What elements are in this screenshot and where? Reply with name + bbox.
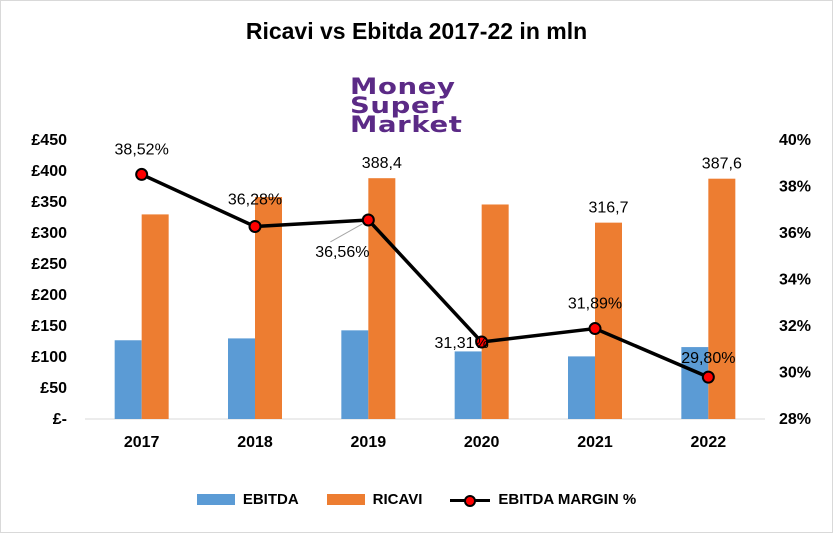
margin-marker: [135, 167, 149, 181]
margin-marker: [588, 322, 602, 336]
x-tick-label: 2021: [577, 434, 613, 451]
logo-line-3: Market: [350, 113, 463, 138]
data-label-margin: 31,31%: [435, 335, 489, 352]
y-left-tick-label: £200: [31, 287, 67, 304]
y-left-tick-label: £100: [31, 349, 67, 366]
legend-swatch-ricavi: [326, 494, 365, 505]
y-left-tick-label: £150: [31, 318, 67, 335]
y-left-tick-label: £-: [53, 411, 67, 428]
y-left-tick-label: £250: [31, 256, 67, 273]
data-label-ricavi: 387,6: [702, 156, 742, 173]
bar-ebitda: [114, 340, 142, 419]
bar-ebitda: [341, 330, 369, 419]
x-tick-label: 2022: [691, 434, 727, 451]
data-label-ricavi: 388,4: [362, 155, 402, 172]
y-left-tick-label: £50: [40, 380, 67, 397]
x-tick-label: 2020: [464, 434, 500, 451]
bar-ricavi: [595, 222, 622, 419]
data-label-margin: 29,80%: [681, 350, 735, 367]
bar-ricavi: [481, 204, 509, 419]
legend-swatch-margin: [450, 494, 491, 507]
bar-ebitda: [454, 351, 482, 419]
label-leader-line: [330, 223, 363, 243]
data-label-margin: 36,28%: [228, 191, 282, 208]
y-right-tick-label: 36%: [779, 225, 811, 242]
margin-marker: [361, 213, 375, 227]
logo-line-1: Money: [350, 75, 456, 100]
data-label-margin: 38,52%: [115, 141, 169, 158]
legend: EBITDA RICAVI EBITDA MARGIN %: [0, 491, 833, 508]
y-right-tick-label: 32%: [779, 318, 811, 335]
margin-marker: [475, 335, 489, 349]
y-left-tick-label: £350: [31, 194, 67, 211]
data-label-margin: 31,89%: [568, 296, 622, 313]
y-left-tick-label: £300: [31, 225, 67, 242]
y-left-tick-label: £450: [31, 132, 67, 149]
y-right-tick-label: 38%: [779, 179, 811, 196]
y-right-tick-label: 28%: [779, 411, 811, 428]
legend-item-margin: EBITDA MARGIN %: [450, 491, 636, 508]
y-right-tick-label: 30%: [779, 365, 811, 382]
margin-line: [140, 172, 710, 379]
bar-ricavi: [255, 197, 282, 419]
bar-ebitda: [681, 347, 709, 419]
bar-ricavi: [141, 214, 169, 419]
margin-marker: [248, 219, 262, 233]
x-tick-label: 2019: [351, 434, 387, 451]
data-label-ricavi: 316,7: [588, 200, 628, 217]
x-tick-label: 2017: [124, 434, 160, 451]
legend-label-ebitda: EBITDA: [242, 491, 299, 508]
legend-item-ricavi: RICAVI: [326, 491, 423, 508]
legend-item-ebitda: EBITDA: [196, 491, 299, 508]
moneysupermarket-logo: Money Super Market: [350, 77, 462, 137]
data-label-margin: 36,56%: [315, 244, 369, 261]
y-right-tick-label: 34%: [779, 272, 811, 289]
chart-title: Ricavi vs Ebitda 2017-22 in mln: [245, 18, 588, 44]
x-tick-label: 2018: [237, 434, 273, 451]
y-left-tick-label: £400: [31, 163, 67, 180]
legend-swatch-ebitda: [196, 494, 235, 505]
bar-ebitda: [228, 338, 255, 419]
legend-label-margin: EBITDA MARGIN %: [498, 491, 637, 508]
bar-ricavi: [708, 178, 736, 419]
bar-ricavi: [368, 178, 396, 419]
bar-ebitda: [568, 356, 595, 419]
legend-label-ricavi: RICAVI: [372, 491, 423, 508]
margin-marker: [701, 370, 715, 384]
y-right-tick-label: 40%: [779, 132, 811, 149]
logo-line-2: Super: [350, 94, 445, 119]
